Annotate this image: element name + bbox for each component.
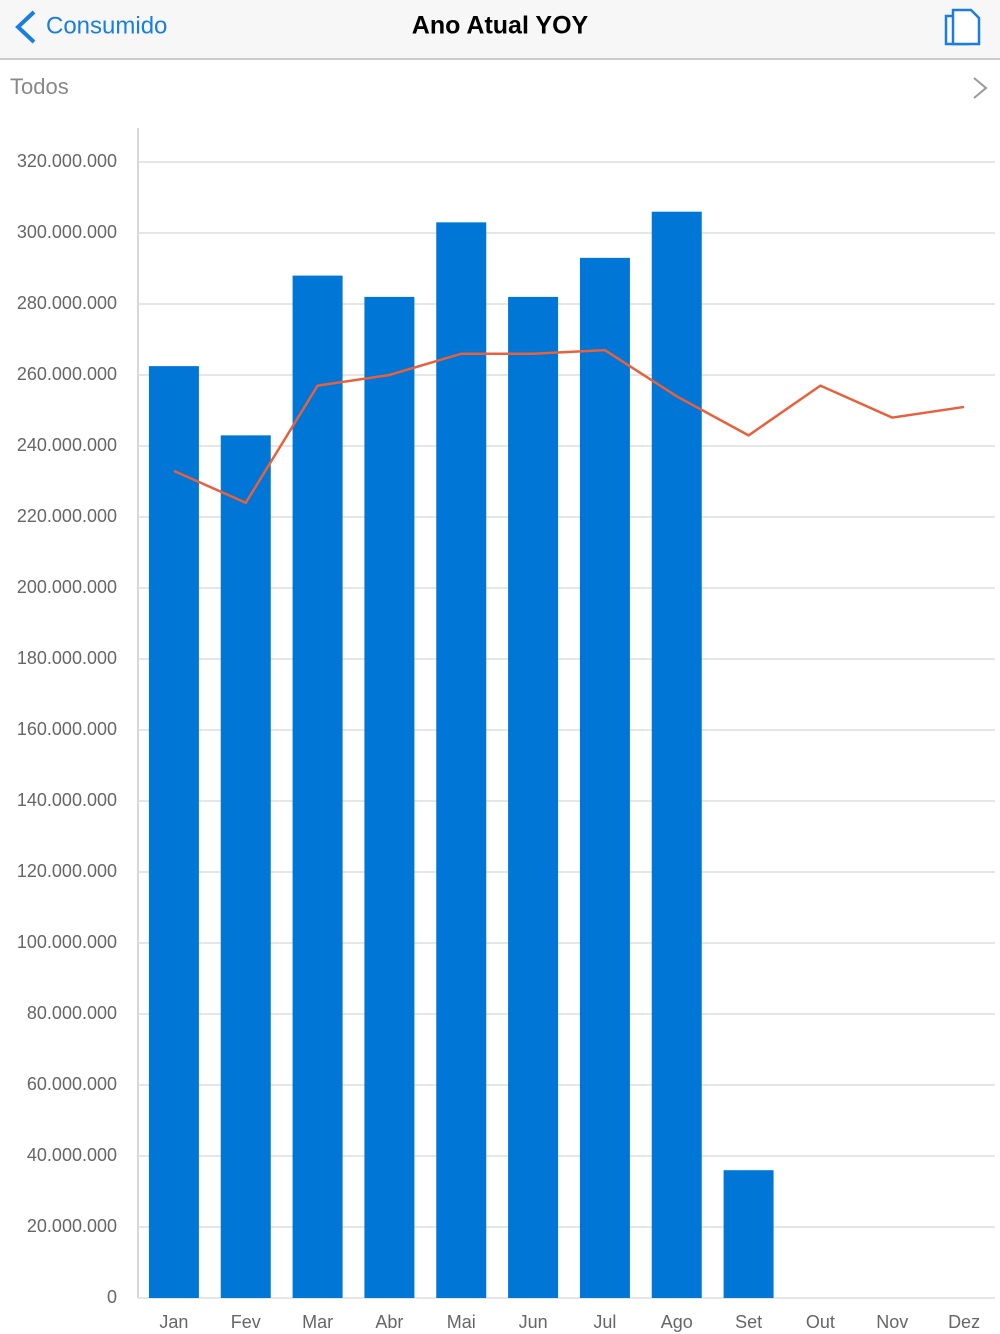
x-tick-label: Abr [375, 1312, 403, 1332]
x-tick-label: Ago [661, 1312, 693, 1332]
y-tick-label: 40.000.000 [27, 1145, 117, 1165]
y-tick-label: 280.000.000 [17, 293, 117, 313]
y-tick-label: 180.000.000 [17, 648, 117, 668]
nav-title: Ano Atual YOY [412, 12, 589, 40]
x-tick-label: Dez [948, 1312, 980, 1332]
filter-label[interactable]: Todos [10, 74, 69, 99]
y-tick-label: 20.000.000 [27, 1216, 117, 1236]
y-tick-label: 240.000.000 [17, 435, 117, 455]
copy-button[interactable] [944, 8, 981, 46]
x-tick-label: Out [806, 1312, 835, 1332]
x-tick-label: Set [735, 1312, 762, 1332]
filter-chevron[interactable] [973, 77, 988, 99]
back-button[interactable]: Consumido [15, 10, 167, 44]
y-tick-label: 80.000.000 [27, 1003, 117, 1023]
bar [651, 211, 702, 1299]
x-tick-label: Jan [159, 1312, 188, 1332]
y-tick-label: 100.000.000 [17, 932, 117, 952]
x-tick-label: Jun [519, 1312, 548, 1332]
bar [508, 296, 559, 1298]
y-tick-label: 200.000.000 [17, 577, 117, 597]
bar [436, 222, 487, 1299]
y-tick-label: 320.000.000 [17, 151, 117, 171]
x-tick-label: Jul [593, 1312, 616, 1332]
x-tick-label: Mar [302, 1312, 333, 1332]
back-label[interactable]: Consumido [46, 12, 167, 39]
nav-bar [0, 0, 1000, 59]
x-tick-label: Fev [231, 1312, 261, 1332]
bar [579, 257, 630, 1299]
y-tick-label: 120.000.000 [17, 861, 117, 881]
bar [220, 435, 271, 1299]
back-chevron[interactable] [15, 10, 36, 44]
y-tick-label: 0 [107, 1287, 117, 1307]
y-tick-label: 140.000.000 [17, 790, 117, 810]
copy-icon-front[interactable] [951, 8, 981, 46]
y-tick-label: 60.000.000 [27, 1074, 117, 1094]
bar [292, 275, 343, 1299]
bar [723, 1170, 774, 1298]
y-tick-label: 160.000.000 [17, 719, 117, 739]
line [173, 348, 965, 505]
bar [148, 366, 199, 1298]
y-tick-label: 260.000.000 [17, 364, 117, 384]
y-tick-label: 300.000.000 [17, 222, 117, 242]
x-tick-label: Mai [447, 1312, 476, 1332]
filter-row[interactable]: Todos [10, 74, 988, 99]
bar [364, 296, 415, 1298]
x-tick-label: Nov [876, 1312, 908, 1332]
y-tick-label: 220.000.000 [17, 506, 117, 526]
